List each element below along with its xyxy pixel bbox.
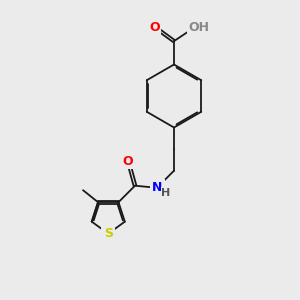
Text: O: O xyxy=(122,155,133,168)
Text: O: O xyxy=(149,21,160,34)
Text: N: N xyxy=(152,181,163,194)
Text: S: S xyxy=(104,227,113,240)
Text: OH: OH xyxy=(188,21,209,34)
Text: H: H xyxy=(161,188,170,198)
